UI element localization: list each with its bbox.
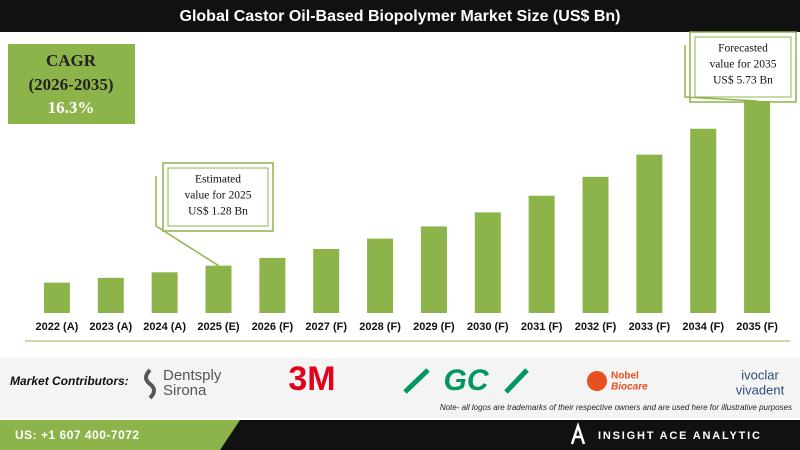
cagr-value: 16.3% — [48, 98, 95, 117]
note: Note- all logos are trademarks of their … — [440, 403, 792, 412]
callout-box — [694, 36, 792, 98]
x-tick-label: 2027 (F) — [305, 321, 347, 333]
gc-stroke — [504, 368, 529, 394]
footer-band — [0, 358, 800, 418]
callout-text: Forecasted — [718, 43, 768, 55]
callout-connector — [684, 45, 758, 102]
callout-text: US$ 1.28 Bn — [188, 205, 248, 218]
cagr-label: CAGR — [46, 51, 97, 70]
x-tick-label: 2024 (A) — [143, 321, 186, 333]
contributors-label: Market Contributors: — [10, 374, 129, 388]
bar — [97, 277, 124, 313]
gc-stroke — [403, 368, 430, 394]
bar — [744, 101, 771, 313]
callout-text: value for 2035 — [709, 59, 776, 71]
bar — [420, 226, 447, 313]
bar — [205, 265, 232, 313]
bar — [43, 282, 70, 313]
logo-text: Sirona — [163, 382, 207, 399]
bar — [690, 128, 717, 313]
logo-text: 3M — [288, 360, 335, 398]
x-tick-label: 2022 (A) — [36, 321, 79, 333]
phone-band — [0, 420, 240, 450]
phone: US: +1 607 400-7072 — [15, 428, 140, 442]
logo-text: vivadent — [736, 382, 785, 397]
chart-title: Global Castor Oil-Based Biopolymer Marke… — [180, 8, 621, 25]
logo-text: Nobel — [611, 371, 639, 382]
bar — [259, 257, 286, 313]
logo-text: Biocare — [611, 382, 648, 393]
x-tick-label: 2026 (F) — [252, 321, 294, 333]
x-tick-label: 2025 (E) — [197, 321, 240, 333]
x-tick-label: 2032 (F) — [575, 321, 617, 333]
x-tick-label: 2030 (F) — [467, 321, 509, 333]
callout-text: value for 2025 — [184, 190, 251, 202]
x-tick-label: 2031 (F) — [521, 321, 563, 333]
logo-text: ivoclar — [741, 367, 779, 382]
x-tick-label: 2028 (F) — [359, 321, 401, 333]
bar — [313, 248, 340, 313]
bar — [528, 195, 555, 313]
bar — [636, 154, 663, 313]
brand: INSIGHT ACE ANALYTIC — [598, 430, 762, 442]
cagr-period: (2026-2035) — [29, 75, 114, 94]
bar — [151, 272, 178, 313]
logo-text: Dentsply — [163, 367, 222, 384]
bar — [367, 238, 394, 313]
callout-box — [167, 167, 269, 227]
x-tick-label: 2035 (F) — [736, 321, 778, 333]
callout-text: US$ 5.73 Bn — [713, 74, 773, 87]
callout-text: Estimated — [195, 174, 241, 186]
x-tick-label: 2029 (F) — [413, 321, 455, 333]
cagr-box — [8, 44, 135, 124]
bar — [582, 176, 609, 313]
callout-connector — [155, 176, 219, 267]
callout-outer — [689, 31, 797, 103]
callout-outer — [162, 162, 274, 232]
brand-icon — [570, 422, 586, 445]
dentsply-icon — [144, 368, 156, 400]
nobel-icon — [587, 371, 607, 391]
title-bar — [0, 0, 800, 32]
x-tick-label: 2033 (F) — [629, 321, 671, 333]
x-tick-label: 2034 (F) — [682, 321, 724, 333]
logo-text: GC — [444, 364, 490, 397]
x-tick-label: 2023 (A) — [89, 321, 132, 333]
bar — [474, 212, 501, 313]
